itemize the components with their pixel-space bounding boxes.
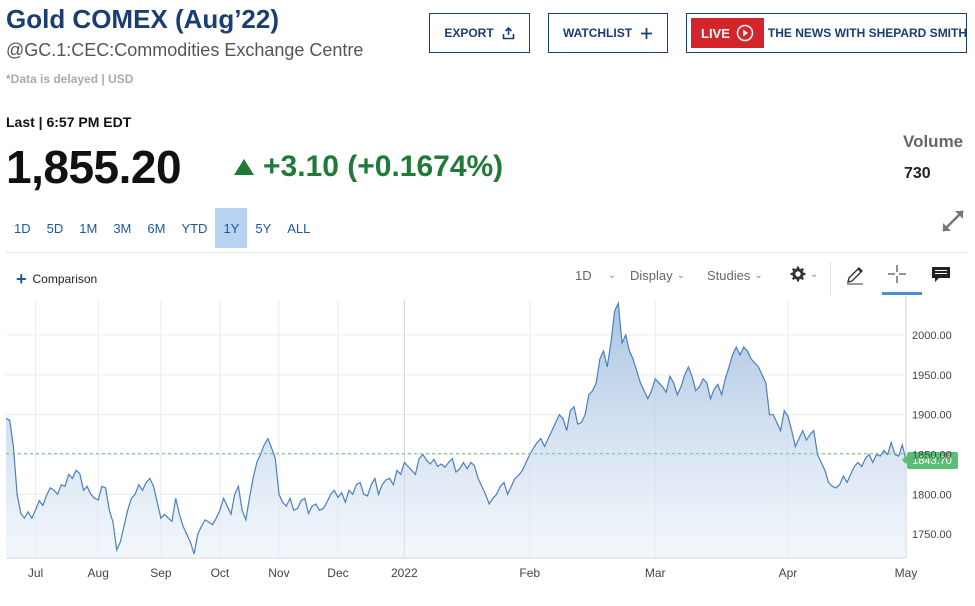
studies-menu[interactable]: Studies ⌄ xyxy=(707,268,763,283)
price-chart[interactable]: 1843.70 2000.00 1950.00 1900.00 1850.00 1800… xyxy=(0,296,975,586)
settings-menu[interactable]: ⌄ xyxy=(790,266,818,282)
range-tab-all[interactable]: ALL xyxy=(287,220,311,236)
crosshair-active-indicator xyxy=(882,292,922,295)
x-tick-label: Apr xyxy=(779,566,798,580)
delayed-note: *Data is delayed | USD xyxy=(6,72,134,86)
range-tab-1d[interactable]: 1D xyxy=(14,220,31,236)
range-tab-1y[interactable]: 1Y xyxy=(215,208,248,248)
last-value-badge xyxy=(907,452,958,470)
x-tick-label: Mar xyxy=(645,566,666,580)
toolbar-divider xyxy=(6,252,967,253)
x-tick-label: Sep xyxy=(150,566,172,580)
x-tick-label: May xyxy=(895,566,918,580)
play-circle-icon xyxy=(736,24,754,42)
live-tv-button[interactable]: LIVE THE NEWS WITH SHEPARD SMITH xyxy=(686,13,967,53)
range-tab-1m[interactable]: 1M xyxy=(79,220,98,236)
interval-select[interactable]: 1D ⌄ xyxy=(575,268,616,283)
share-icon xyxy=(502,26,514,39)
plus-icon xyxy=(641,27,653,39)
watchlist-button[interactable]: WATCHLIST xyxy=(548,13,668,53)
x-tick-label: Aug xyxy=(88,566,109,580)
draw-pencil-icon[interactable] xyxy=(845,265,865,285)
watchlist-label: WATCHLIST xyxy=(562,26,633,40)
range-tabs: 1D 5D 1M 3M 6M YTD 1Y 5Y ALL xyxy=(6,208,318,248)
interval-label: 1D xyxy=(575,268,592,283)
y-tick-label: 1850.00 xyxy=(912,449,952,461)
live-label: LIVE xyxy=(701,25,730,41)
chevron-down-icon: ⌄ xyxy=(810,268,819,280)
range-tab-6m[interactable]: 6M xyxy=(147,220,166,236)
display-menu[interactable]: Display ⌄ xyxy=(630,268,685,283)
volume-label: Volume xyxy=(903,132,964,151)
chevron-down-icon: ⌄ xyxy=(676,270,686,281)
symbol-subtitle: @GC.1:CEC:Commodities Exchange Centre xyxy=(6,40,364,60)
comparison-button[interactable]: + Comparison xyxy=(16,269,98,289)
comment-icon[interactable] xyxy=(931,266,951,284)
last-trade-time: Last | 6:57 PM EDT xyxy=(6,114,132,130)
price-area xyxy=(6,303,906,558)
toolbar-separator xyxy=(830,262,831,296)
display-label: Display xyxy=(630,268,673,283)
x-tick-label: 2022 xyxy=(391,566,418,580)
comparison-label: Comparison xyxy=(32,272,98,286)
plus-icon: + xyxy=(16,269,27,289)
x-tick-label: Nov xyxy=(268,566,289,580)
range-tab-ytd[interactable]: YTD xyxy=(181,220,208,236)
chevron-down-icon: ⌄ xyxy=(754,270,763,281)
x-tick-label: Oct xyxy=(211,566,230,580)
export-label: EXPORT xyxy=(444,26,494,40)
y-tick-label: 1800.00 xyxy=(912,489,952,501)
page-title: Gold COMEX (Aug’22) xyxy=(6,4,279,34)
range-tab-5d[interactable]: 5D xyxy=(46,220,64,236)
change-value: +3.10 (+0.1674%) xyxy=(263,150,504,183)
range-tab-3m[interactable]: 3M xyxy=(113,220,132,236)
export-button[interactable]: EXPORT xyxy=(429,13,530,53)
volume-value: 730 xyxy=(904,165,931,182)
x-tick-label: Feb xyxy=(519,566,540,580)
y-tick-label: 1900.00 xyxy=(912,410,952,422)
x-tick-label: Jul xyxy=(28,566,43,580)
price-line xyxy=(5,300,907,555)
up-arrow-icon xyxy=(234,159,254,175)
live-show-title: THE NEWS WITH SHEPARD SMITH xyxy=(767,26,968,40)
chevron-down-icon: ⌄ xyxy=(607,270,617,281)
last-value-label: 1843.70 xyxy=(912,455,952,467)
gear-icon xyxy=(790,266,806,282)
range-tab-5y[interactable]: 5Y xyxy=(255,220,272,236)
x-tick-label: Dec xyxy=(327,566,348,580)
price-change: +3.10 (+0.1674%) xyxy=(233,150,503,184)
y-tick-label: 1750.00 xyxy=(912,529,952,541)
expand-icon[interactable] xyxy=(940,208,966,234)
crosshair-icon[interactable] xyxy=(887,264,907,284)
last-price: 1,855.20 xyxy=(6,141,182,193)
y-tick-label: 1950.00 xyxy=(912,370,952,382)
live-badge: LIVE xyxy=(691,18,764,48)
y-tick-label: 2000.00 xyxy=(912,330,952,342)
studies-label: Studies xyxy=(707,268,751,283)
